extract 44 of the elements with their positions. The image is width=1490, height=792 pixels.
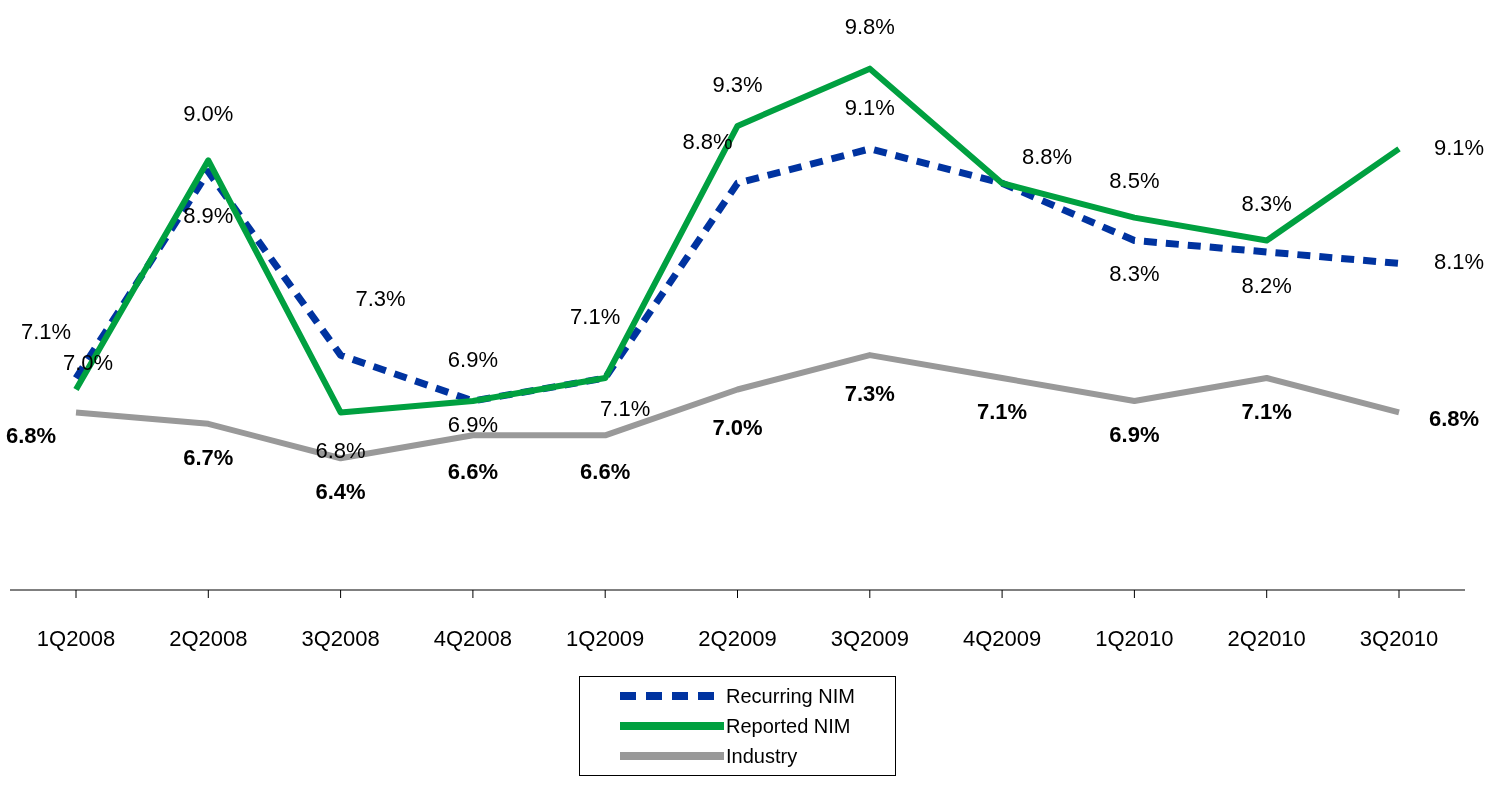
legend-label: Recurring NIM	[726, 684, 855, 708]
data-label: 6.8%	[5, 423, 57, 449]
data-label: 6.7%	[183, 444, 234, 470]
data-label: 9.8%	[844, 14, 895, 40]
data-label: 6.9%	[447, 346, 498, 372]
x-tick-label: 4Q2008	[433, 625, 513, 651]
data-label: 9.3%	[712, 71, 763, 97]
data-label: 6.4%	[315, 479, 366, 505]
data-label: 7.1%	[1241, 398, 1292, 424]
x-tick-label: 3Q2010	[1359, 625, 1439, 651]
x-tick-label: 2Q2008	[169, 625, 248, 651]
data-label: 7.0%	[712, 415, 763, 441]
data-label: 8.3%	[1241, 191, 1292, 217]
data-label: 9.1%	[1433, 134, 1485, 160]
data-label: 6.9%	[1109, 421, 1160, 447]
x-tick-label: 1Q2008	[36, 625, 116, 651]
data-label: 9.1%	[844, 94, 895, 120]
data-label: 7.1%	[977, 398, 1028, 424]
data-label: 7.1%	[570, 303, 621, 329]
legend-label: Reported NIM	[726, 714, 851, 738]
x-tick-label: 2Q2009	[698, 625, 777, 651]
x-tick-label: 3Q2009	[830, 625, 909, 651]
data-label: 8.9%	[183, 202, 234, 228]
x-tick-label: 2Q2010	[1227, 625, 1306, 651]
data-label: 8.5%	[1109, 168, 1160, 194]
data-label: 8.8%	[1022, 144, 1073, 170]
data-label: 7.1%	[600, 395, 651, 421]
data-label: 8.2%	[1241, 272, 1292, 298]
x-tick-label: 3Q2008	[301, 625, 380, 651]
data-label: 7.3%	[355, 285, 406, 311]
data-label: 7.1%	[20, 318, 72, 344]
data-label: 6.8%	[315, 438, 366, 464]
data-label: 6.6%	[447, 459, 498, 485]
x-tick-label: 4Q2009	[962, 625, 1042, 651]
x-tick-label: 1Q2010	[1095, 625, 1174, 651]
data-label: 9.0%	[183, 101, 234, 127]
data-label: 6.9%	[447, 411, 498, 437]
data-label: 7.3%	[844, 380, 895, 406]
data-label: 6.6%	[580, 459, 631, 485]
data-label: 8.1%	[1433, 249, 1485, 275]
legend-label: Industry	[726, 744, 798, 768]
data-label: 8.3%	[1109, 261, 1160, 287]
data-label: 6.8%	[1428, 406, 1480, 432]
x-tick-label: 1Q2009	[566, 625, 645, 651]
